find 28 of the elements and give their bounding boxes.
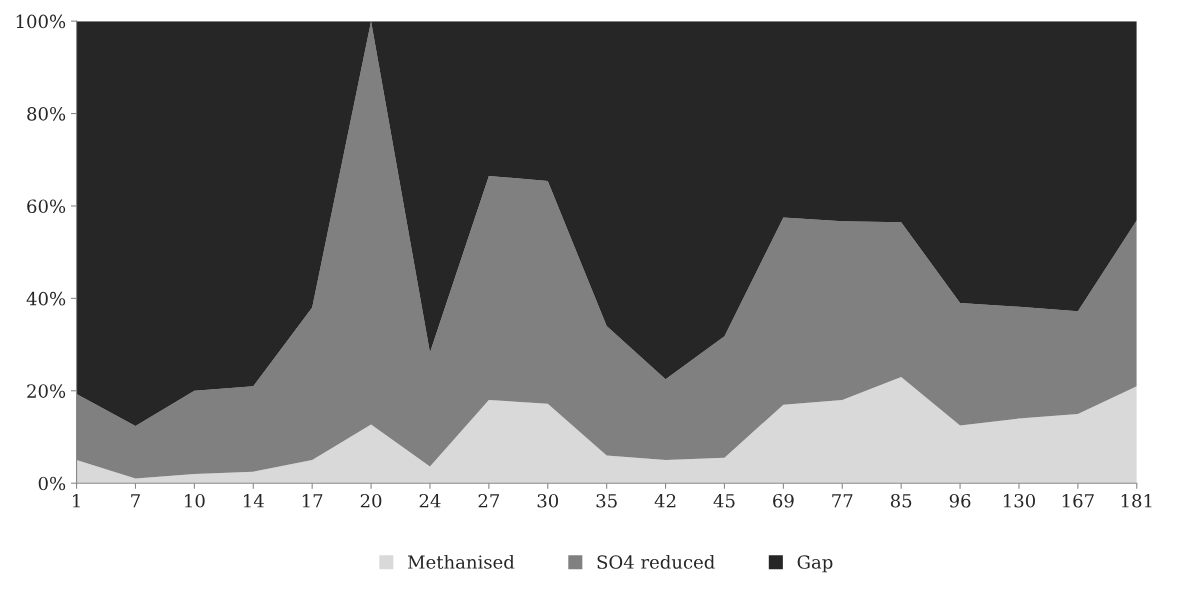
- y-tick-label: 80%: [27, 107, 66, 121]
- x-tick-label: 17: [302, 493, 323, 508]
- x-tick-label: 167: [1062, 493, 1094, 508]
- y-tick-label: 0%: [38, 476, 66, 491]
- x-tick-label: 130: [1003, 493, 1035, 508]
- x-tick-label: 77: [832, 494, 853, 508]
- legend-label: Methanised: [407, 554, 515, 569]
- x-tick-label: 10: [185, 493, 205, 508]
- y-tick-label: 20%: [27, 384, 66, 398]
- x-tick-label: 45: [713, 493, 735, 508]
- x-tick-label: 85: [890, 493, 912, 508]
- x-tick-label: 42: [654, 493, 676, 508]
- x-tick-label: 1: [73, 493, 80, 508]
- x-tick-label: 35: [596, 493, 617, 508]
- legend-label: Gap: [797, 555, 833, 573]
- y-tick-label: 100%: [16, 14, 66, 29]
- x-tick-label: 20: [360, 493, 382, 508]
- x-tick-label: 24: [419, 493, 441, 508]
- x-tick-label: 96: [949, 493, 971, 508]
- x-tick-label: 181: [1121, 493, 1152, 508]
- x-tick-label: 14: [243, 493, 264, 508]
- x-tick-label: 69: [773, 493, 794, 508]
- y-tick-label: 40%: [26, 291, 66, 306]
- x-tick-label: 27: [478, 493, 500, 508]
- y-tick-label: 60%: [27, 199, 66, 214]
- x-tick-label: 30: [537, 493, 559, 508]
- legend-label: SO4 reduced: [597, 554, 715, 569]
- x-tick-label: 7: [131, 494, 140, 508]
